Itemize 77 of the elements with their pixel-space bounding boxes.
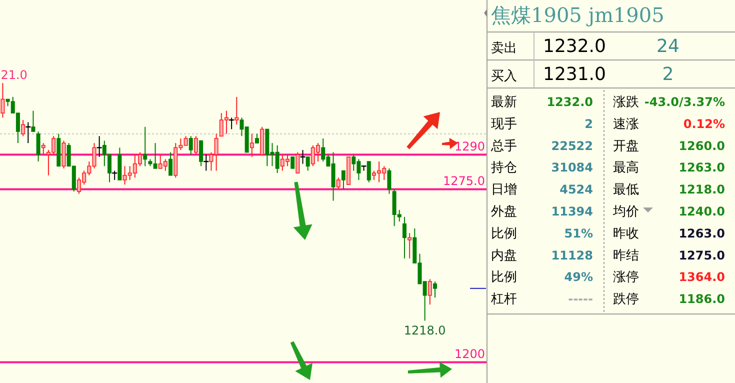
text: 24	[656, 36, 680, 57]
text: 外盘	[491, 204, 517, 220]
text: 11128	[551, 248, 593, 262]
text: 1186.0	[678, 292, 725, 306]
text: 涨跌	[613, 95, 639, 110]
ref-line-label: 1200	[454, 347, 485, 362]
text: 最高	[613, 160, 639, 176]
text: 昨结	[613, 248, 639, 264]
text: 总手	[490, 138, 517, 154]
text: 11394	[551, 204, 593, 218]
text: 昨收	[613, 226, 639, 242]
text: 1218.0	[678, 182, 725, 197]
candlestick	[62, 140, 66, 169]
candlestick	[408, 232, 412, 259]
candlestick	[199, 140, 204, 167]
text: 51%	[564, 226, 593, 240]
text: 4524	[560, 182, 593, 197]
candlestick	[188, 136, 193, 156]
candlestick	[341, 170, 346, 190]
ref-line-label: 1290	[454, 140, 485, 154]
text: -43.0/3.37%	[644, 95, 725, 109]
annotation: 21.0	[0, 68, 28, 82]
text: 速涨	[613, 116, 639, 132]
text: 1275.0	[678, 248, 725, 262]
text: 比例	[491, 226, 517, 242]
candlestick	[290, 156, 295, 169]
text: 比例	[491, 270, 517, 286]
candlestick	[387, 168, 392, 194]
text: 0.12%	[683, 116, 725, 131]
text: 1232.0	[546, 95, 593, 109]
candlestick	[296, 152, 300, 174]
text: 内盘	[491, 248, 517, 264]
text: 涨停	[613, 270, 639, 286]
candlestick	[250, 133, 254, 158]
text: 1231.0	[543, 64, 606, 85]
text: 日增	[491, 182, 517, 198]
text: -----	[568, 292, 594, 306]
candlestick	[31, 110, 36, 132]
candlestick	[41, 142, 46, 156]
candlestick	[0, 82, 5, 118]
text: 跌停	[613, 292, 639, 308]
text: 现手	[491, 116, 517, 132]
candlestick	[402, 216, 406, 259]
candlestick	[234, 96, 239, 126]
candlestick	[21, 119, 26, 137]
annotation: 1218.0	[404, 324, 446, 338]
text: 均价	[612, 204, 639, 220]
text: 持仓	[491, 160, 517, 176]
text: 最低	[613, 182, 639, 198]
text: 2	[584, 116, 593, 131]
candlestick	[336, 177, 340, 190]
text: 1260.0	[678, 138, 725, 153]
candlestick	[194, 136, 198, 156]
candlestick	[254, 133, 259, 144]
text: 1364.0	[678, 270, 725, 284]
text: 杠杆	[490, 292, 517, 308]
text: 开盘	[613, 138, 639, 154]
text: 买入	[491, 69, 517, 84]
candlestick	[433, 280, 437, 298]
text: 2	[662, 64, 674, 85]
candlestick	[168, 152, 173, 176]
text: 卖出	[491, 41, 517, 56]
text: 31084	[551, 160, 593, 175]
candlestick	[306, 156, 310, 172]
ref-line-label: 1275.0	[443, 174, 485, 188]
text: 1240.0	[678, 204, 725, 218]
candlestick	[36, 131, 40, 162]
text: 49%	[564, 270, 593, 284]
candlestick	[366, 161, 371, 183]
text: 最新	[491, 95, 517, 110]
text: 1232.0	[543, 36, 606, 57]
candlestick	[143, 126, 148, 167]
text: 1263.0	[678, 226, 725, 240]
text: 焦煤1905 jm1905	[491, 3, 664, 27]
text: 1263.0	[678, 160, 725, 175]
text: 22522	[551, 138, 593, 153]
candlestick	[428, 278, 432, 306]
